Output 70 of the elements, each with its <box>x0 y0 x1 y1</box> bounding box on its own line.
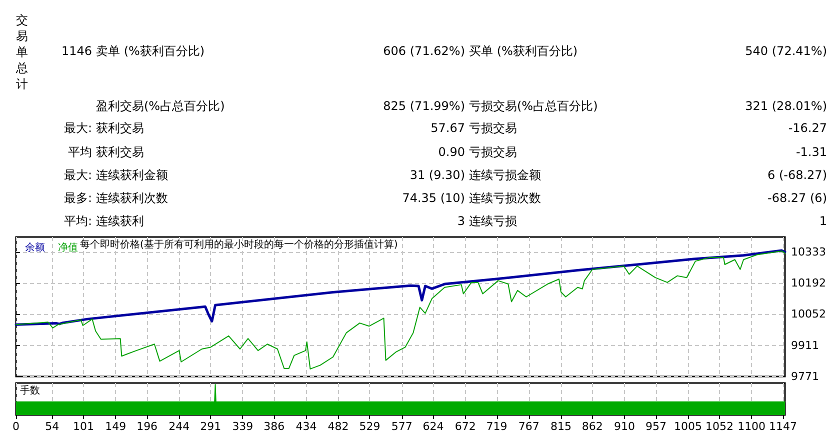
x-tick-label: 1100 <box>738 420 766 433</box>
text: 连续亏损金额 <box>469 168 541 182</box>
text: 卖单 (%获利百分比) <box>96 44 205 58</box>
text: 平均: <box>64 214 92 228</box>
x-tick-label: 577 <box>391 420 412 433</box>
text: 1 <box>819 214 827 228</box>
x-tick-label: 339 <box>232 420 254 433</box>
text: 交易单总计 <box>16 12 29 92</box>
x-tick-label: 672 <box>454 420 476 433</box>
x-tick-label: 196 <box>136 420 158 433</box>
x-tick-label: 244 <box>168 420 190 433</box>
text: 亏损交易(%占总百分比) <box>469 99 598 113</box>
text: 买单 (%获利百分比) <box>469 44 578 58</box>
y-tick-label: 10192 <box>791 276 826 290</box>
x-tick-label: 767 <box>518 420 540 433</box>
x-tick-label: 719 <box>486 420 508 433</box>
text: -68.27 (6) <box>768 191 827 205</box>
x-tick-label: 815 <box>550 420 572 433</box>
x-tick-label: 624 <box>422 420 444 433</box>
x-tick-label: 482 <box>328 420 349 433</box>
text: 盈利交易(%占总百分比) <box>96 99 225 113</box>
text: 0.90 <box>438 145 465 159</box>
text: 825 (71.99%) <box>383 99 465 113</box>
x-tick-label: 0 <box>12 420 20 433</box>
text: 最大: <box>64 168 92 182</box>
x-tick-label: 386 <box>264 420 285 433</box>
chart-title: 手数 <box>20 384 40 396</box>
text: 连续获利金额 <box>96 168 168 182</box>
chart-title: 每个即时价格(基于所有可利用的最小时段的每一个价格的分形插值计算) <box>80 238 398 250</box>
text: 平均 <box>68 145 92 159</box>
x-tick-label: 149 <box>105 420 126 433</box>
x-tick-label: 291 <box>200 420 222 433</box>
text: 6 (-68.27) <box>768 168 827 182</box>
text: 606 (71.62%) <box>383 44 465 58</box>
text: 获利交易 <box>96 145 144 159</box>
text: 亏损交易 <box>469 121 517 135</box>
text: 1146 <box>61 44 92 58</box>
text: -1.31 <box>796 145 827 159</box>
text: 3 <box>457 214 465 228</box>
x-tick-label: 1005 <box>674 420 702 433</box>
text: 连续获利 <box>96 214 144 228</box>
text: 连续亏损次数 <box>469 191 541 205</box>
text: 余额 <box>25 242 45 254</box>
text: 连续获利次数 <box>96 191 168 205</box>
line-series <box>16 250 786 370</box>
x-tick-label: 529 <box>359 420 380 433</box>
x-tick-label: 862 <box>582 420 603 433</box>
text: 净值 <box>58 242 78 254</box>
text: 亏损交易 <box>469 145 517 159</box>
y-tick-label: 10333 <box>791 245 826 258</box>
text: 540 (72.41%) <box>745 44 827 58</box>
text: -16.27 <box>788 121 827 135</box>
x-tick-label: 54 <box>45 420 60 433</box>
text: 最多: <box>64 191 92 205</box>
text: 31 (9.30) <box>410 168 465 182</box>
x-tick-label: 1147 <box>768 420 797 433</box>
y-tick-label: 9771 <box>791 370 819 383</box>
x-tick-label: 434 <box>296 420 317 433</box>
x-tick-label: 957 <box>645 420 666 433</box>
text: 321 (28.01%) <box>745 99 827 113</box>
text: 最大: <box>64 121 92 135</box>
x-tick-label: 101 <box>73 420 94 433</box>
text: 57.67 <box>430 121 465 135</box>
y-tick-label: 10052 <box>791 308 826 321</box>
text: 74.35 (10) <box>402 191 465 205</box>
text: 获利交易 <box>96 121 144 135</box>
x-tick-label: 910 <box>614 420 636 433</box>
x-tick-label: 1052 <box>705 420 734 433</box>
y-tick-label: 9911 <box>791 338 819 352</box>
text: 连续亏损 <box>469 214 517 228</box>
